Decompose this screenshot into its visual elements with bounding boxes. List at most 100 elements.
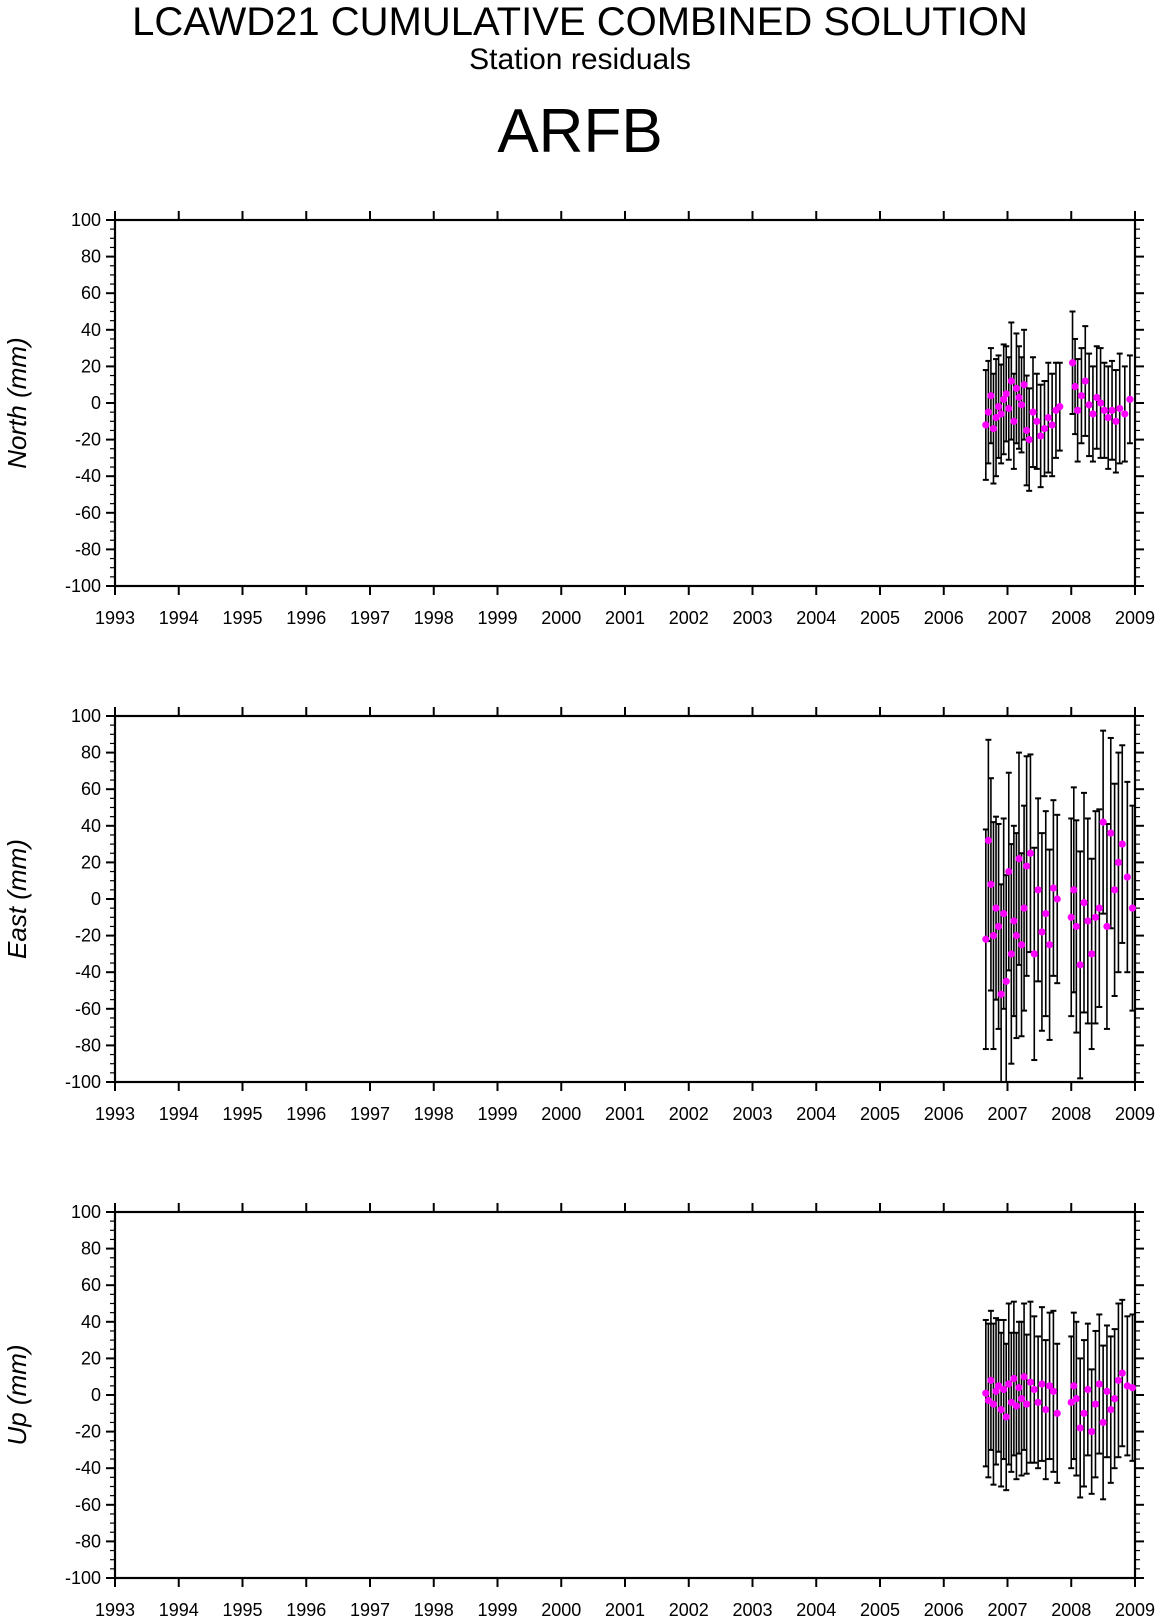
data-point — [1099, 1418, 1107, 1427]
data-point — [1007, 1398, 1015, 1406]
data-point — [1015, 855, 1023, 863]
x-tick-label: 1993 — [95, 1104, 135, 1124]
x-tick-label: 1999 — [477, 1104, 517, 1124]
data-point — [1093, 393, 1101, 402]
data-point — [1017, 1395, 1026, 1403]
x-tick-label: 2009 — [1115, 1600, 1155, 1620]
data-point — [987, 1376, 995, 1384]
data-point — [1068, 359, 1077, 367]
data-point — [1023, 862, 1031, 870]
y-axis-label: Up (mm) — [2, 1344, 32, 1445]
y-tick-label: 0 — [91, 393, 101, 413]
x-tick-label: 2004 — [796, 608, 836, 628]
data-point — [1020, 1373, 1028, 1381]
y-tick-label: -60 — [75, 503, 101, 523]
x-tick-label: 2002 — [669, 1104, 709, 1124]
data-point — [1080, 1409, 1088, 1417]
data-point — [1081, 377, 1089, 385]
y-tick-label: 60 — [81, 779, 101, 799]
data-point — [1020, 381, 1028, 389]
y-tick-label: -60 — [75, 999, 101, 1019]
x-tick-label: 1997 — [350, 1600, 390, 1620]
x-tick-label: 1995 — [222, 608, 262, 628]
data-point — [1010, 417, 1018, 425]
panel-3: 1993 1994 1995 1996 1997 1998 1999 2000 2001 2002… — [2, 1202, 1155, 1620]
data-point — [1100, 406, 1108, 414]
x-tick-label: 1996 — [286, 1600, 326, 1620]
y-tick-label: 40 — [81, 1312, 101, 1332]
x-tick-label: 2007 — [987, 1600, 1027, 1620]
data-point — [1074, 406, 1082, 414]
data-point — [1084, 1385, 1092, 1394]
y-tick-label: 40 — [81, 320, 101, 340]
panel-1: 1993 1994 1995 1996 1997 1998 1999 2000 2001 2002… — [2, 210, 1155, 628]
data-point — [1088, 950, 1096, 958]
x-tick-label: 2002 — [669, 608, 709, 628]
data-point — [1107, 829, 1115, 837]
x-tick-label: 2001 — [605, 1600, 645, 1620]
data-point — [1091, 913, 1100, 921]
data-point — [987, 392, 995, 400]
data-point — [1114, 858, 1123, 867]
data-point — [1034, 1398, 1042, 1406]
x-tick-label: 2007 — [987, 608, 1027, 628]
x-tick-label: 2005 — [860, 1104, 900, 1124]
x-tick-label: 2004 — [796, 1600, 836, 1620]
data-point — [1067, 913, 1075, 921]
x-tick-label: 1997 — [350, 608, 390, 628]
data-point — [1030, 1385, 1038, 1394]
data-point — [1091, 1400, 1100, 1408]
y-tick-label: 80 — [81, 743, 101, 763]
data-point — [1020, 904, 1028, 912]
data-point — [1070, 1382, 1078, 1390]
data-point — [1128, 1384, 1137, 1392]
data-point — [1096, 399, 1105, 407]
data-point — [1000, 395, 1008, 403]
data-point — [1037, 432, 1045, 440]
data-point — [989, 1400, 998, 1408]
x-tick-label: 2003 — [732, 1104, 772, 1124]
x-tick-label: 2001 — [605, 608, 645, 628]
data-point — [1012, 384, 1021, 392]
y-tick-label: 0 — [91, 1385, 101, 1405]
data-point — [1104, 414, 1112, 422]
x-tick-label: 2002 — [669, 1600, 709, 1620]
data-point — [994, 1382, 1003, 1390]
data-point — [1114, 1376, 1123, 1384]
x-tick-label: 2001 — [605, 1104, 645, 1124]
data-point — [1045, 941, 1054, 949]
y-tick-label: -100 — [65, 576, 101, 596]
data-point — [997, 1406, 1005, 1414]
x-tick-label: 1998 — [414, 608, 454, 628]
data-point — [1026, 1378, 1035, 1386]
data-point — [1118, 840, 1126, 848]
chart-subtitle: Station residuals — [469, 43, 691, 76]
data-point — [1121, 410, 1129, 418]
data-point — [1049, 884, 1057, 892]
y-tick-label: -80 — [75, 1531, 101, 1551]
x-tick-label: 2005 — [860, 608, 900, 628]
plot-frame — [113, 218, 1137, 588]
x-tick-label: 2000 — [541, 608, 581, 628]
data-point — [1007, 950, 1015, 958]
x-tick-label: 1994 — [159, 1104, 199, 1124]
y-axis-label: North (mm) — [2, 337, 32, 468]
data-point — [1112, 417, 1120, 425]
y-tick-label: -80 — [75, 539, 101, 559]
x-tick-label: 2000 — [541, 1600, 581, 1620]
x-tick-label: 2008 — [1051, 1104, 1091, 1124]
x-tick-label: 2009 — [1115, 608, 1155, 628]
x-tick-label: 2003 — [732, 1600, 772, 1620]
x-tick-label: 1998 — [414, 1600, 454, 1620]
data-point — [1118, 1369, 1126, 1377]
data-point — [1103, 1387, 1111, 1395]
data-point — [1049, 1387, 1057, 1395]
data-point — [1026, 849, 1035, 857]
data-point — [1005, 404, 1013, 413]
x-tick-label: 1996 — [286, 1104, 326, 1124]
data-point — [1038, 928, 1046, 936]
data-point — [1015, 393, 1023, 402]
data-point — [1126, 395, 1134, 403]
data-point — [1077, 392, 1086, 400]
y-tick-label: 100 — [71, 706, 101, 726]
